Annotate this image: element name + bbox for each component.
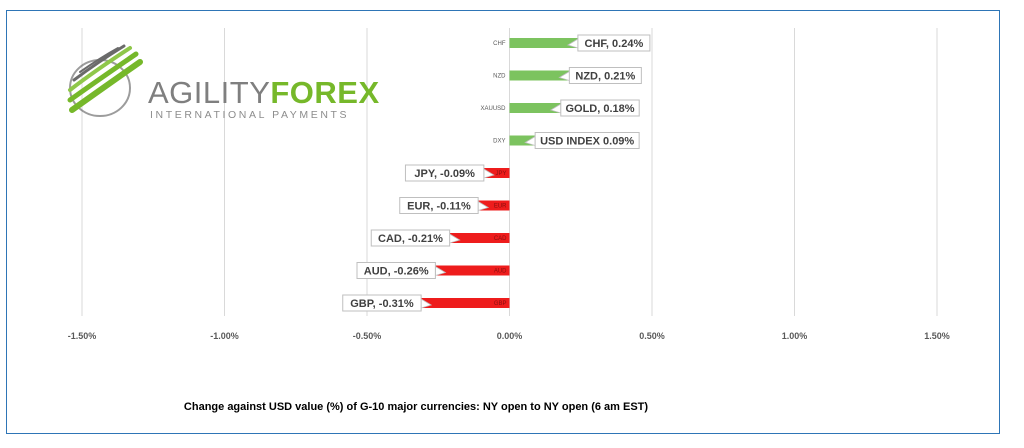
svg-text:AGILITYFOREX: AGILITYFOREX bbox=[148, 75, 380, 110]
bar-cad bbox=[449, 233, 510, 243]
data-label: EUR, -0.11% bbox=[407, 201, 471, 213]
data-label: JPY, -0.09% bbox=[414, 168, 475, 180]
data-label: GOLD, 0.18% bbox=[565, 103, 634, 115]
data-label-box bbox=[399, 197, 479, 214]
bar-gbp bbox=[421, 298, 510, 308]
x-tick-label: -1.00% bbox=[210, 331, 239, 341]
x-tick-label: 1.50% bbox=[924, 331, 950, 341]
bar-xauusd bbox=[509, 103, 561, 113]
gridlines bbox=[81, 28, 938, 316]
chart-caption: Change against USD value (%) of G-10 maj… bbox=[183, 401, 649, 413]
category-label: NZD bbox=[493, 74, 506, 80]
globe-swoosh-icon bbox=[67, 44, 143, 117]
x-tick-label: -0.50% bbox=[353, 331, 382, 341]
category-label: EUR bbox=[494, 204, 507, 210]
data-label: NZD, 0.21% bbox=[575, 71, 635, 83]
category-label: CHF bbox=[493, 41, 506, 47]
data-label: CAD, -0.21% bbox=[378, 233, 443, 245]
bars bbox=[421, 38, 578, 308]
x-tick-label: 0.00% bbox=[497, 331, 523, 341]
data-label: AUD, -0.26% bbox=[364, 266, 429, 278]
x-axis-ticks: -1.50% -1.00% -0.50% 0.00% 0.50% 1.00% 1.50% bbox=[68, 331, 950, 341]
bar-chf bbox=[509, 38, 578, 48]
logo-subtitle: INTERNATIONAL PAYMENTS bbox=[150, 109, 349, 121]
data-label-box bbox=[534, 132, 640, 149]
agility-forex-logo: AGILITYFOREX INTERNATIONAL PAYMENTS bbox=[67, 44, 380, 121]
category-labels: CHF NZD XAUUSD DXY JPY EUR CAD AUD GBP bbox=[480, 41, 507, 307]
bar-jpy bbox=[483, 168, 510, 178]
bar-aud bbox=[435, 265, 510, 276]
data-label-box bbox=[370, 229, 451, 247]
category-label: DXY bbox=[493, 139, 505, 145]
category-label: XAUUSD bbox=[480, 106, 506, 112]
data-label: GBP, -0.31% bbox=[350, 298, 414, 310]
category-label: CAD bbox=[494, 236, 507, 242]
logo-word-agility: AGILITY bbox=[148, 75, 270, 110]
data-label-box bbox=[342, 294, 422, 312]
chart-frame bbox=[6, 10, 1000, 434]
category-label: JPY bbox=[495, 171, 506, 177]
data-label-box bbox=[560, 99, 640, 117]
bar-dxy bbox=[509, 135, 536, 146]
data-label-box bbox=[568, 67, 642, 84]
category-label: AUD bbox=[494, 269, 507, 275]
data-label-box bbox=[356, 262, 436, 279]
x-tick-label: 1.00% bbox=[782, 331, 808, 341]
category-label: GBP bbox=[494, 301, 507, 307]
data-label-box bbox=[577, 34, 651, 52]
data-label: CHF, 0.24% bbox=[585, 38, 644, 50]
x-tick-label: -1.50% bbox=[68, 331, 97, 341]
data-label-box bbox=[404, 164, 485, 182]
logo-word-forex: FOREX bbox=[270, 75, 379, 110]
data-label: USD INDEX 0.09% bbox=[540, 136, 634, 148]
x-tick-label: 0.50% bbox=[639, 331, 665, 341]
bar-eur bbox=[478, 200, 510, 211]
data-labels: CHF, 0.24% NZD, 0.21% GOLD, 0.18% USD INDEX… bbox=[342, 34, 651, 312]
bar-nzd bbox=[509, 70, 570, 81]
